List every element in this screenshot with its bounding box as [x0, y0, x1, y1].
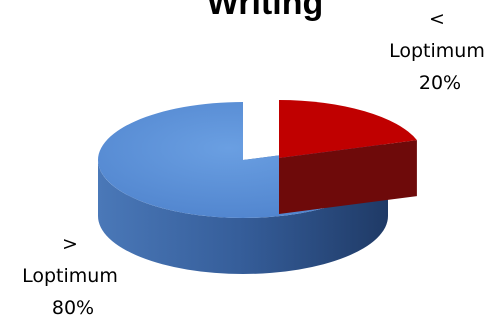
data-label-low-line3: 20% [419, 72, 461, 94]
slice-0-cut-face-1 [279, 140, 417, 214]
slice-1-side [98, 160, 388, 274]
chart-title: Writing [207, 0, 323, 22]
data-label-high-line2: Loptimum [22, 265, 118, 287]
data-label-high-line3: 80% [52, 297, 94, 319]
data-label-low-line2: Loptimum [389, 40, 485, 62]
data-label-high-line1: > [62, 233, 78, 255]
data-label-loptimum-high: > Loptimum 80% [22, 233, 124, 319]
pie-slice-0 [279, 100, 417, 158]
data-label-loptimum-low: < Loptimum 20% [389, 8, 491, 94]
data-label-low-line1: < [429, 8, 445, 30]
